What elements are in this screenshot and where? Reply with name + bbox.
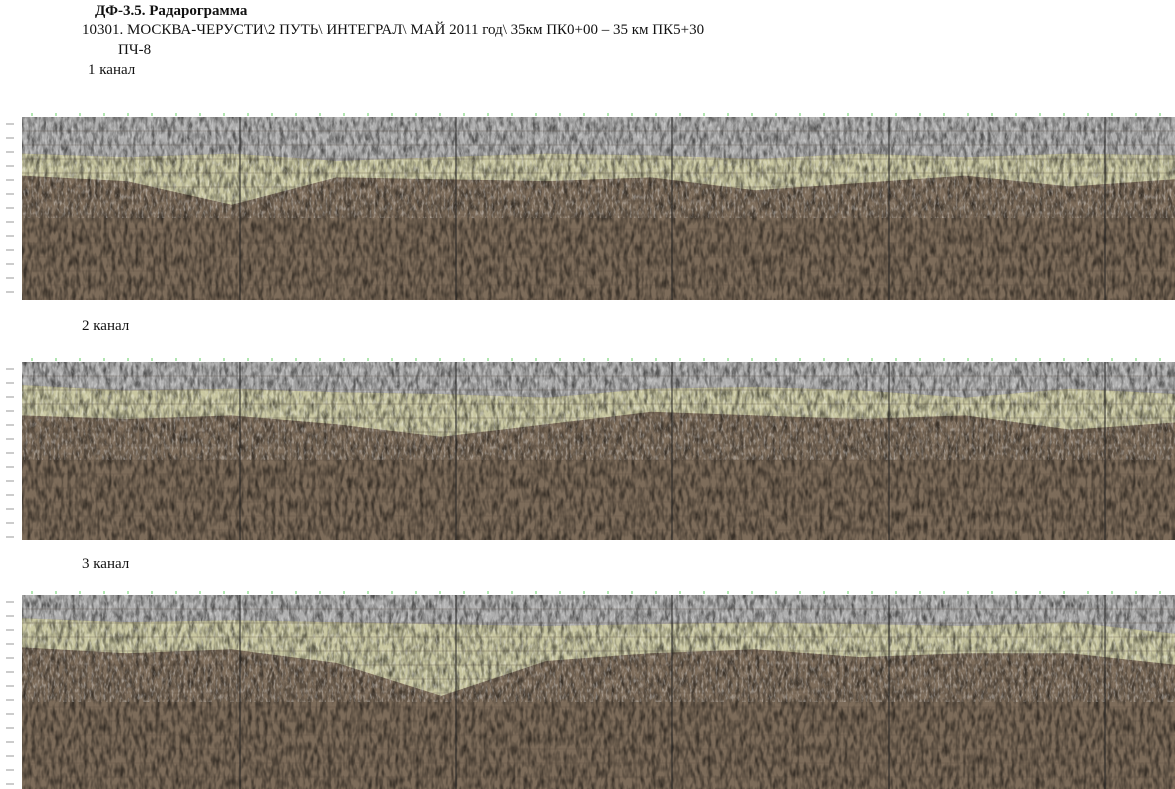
texture — [22, 362, 1175, 460]
texture — [22, 117, 1175, 218]
radargram-panel — [0, 111, 1175, 300]
radargrams — [0, 0, 1175, 789]
texture — [22, 595, 1175, 702]
page: ДФ-3.5. Радарограмма 10301. МОСКВА-ЧЕРУС… — [0, 0, 1175, 789]
left-axis — [0, 595, 22, 789]
radargram-panel — [0, 589, 1175, 789]
left-axis — [0, 362, 22, 540]
radargram-panel — [0, 356, 1175, 540]
